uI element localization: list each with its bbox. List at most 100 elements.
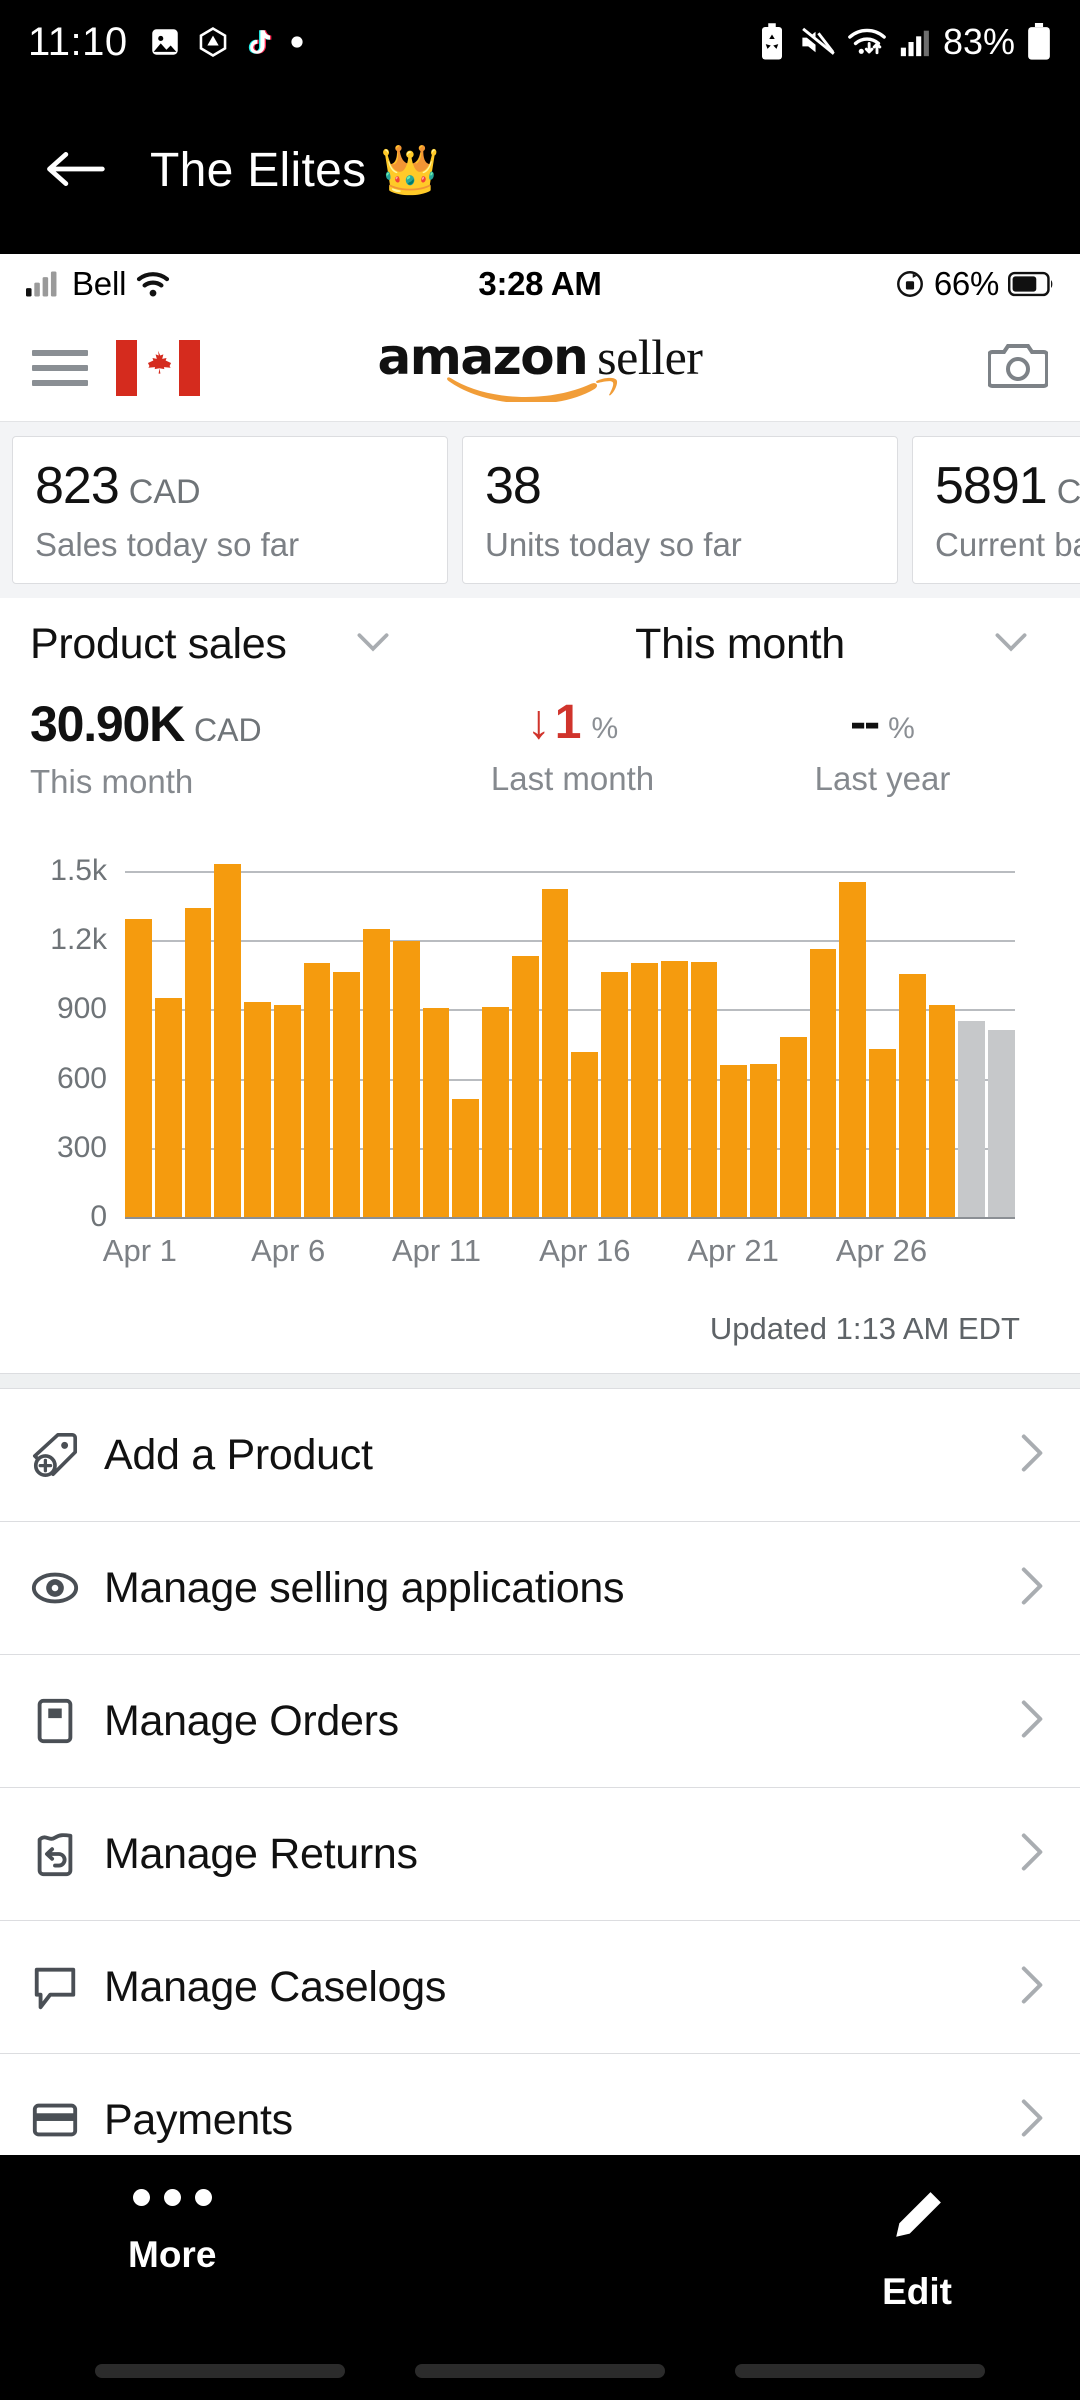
signal-icon [26, 271, 62, 297]
more-button[interactable]: More [128, 2189, 216, 2276]
chart-gridline: 1.2k [50, 923, 1015, 956]
chart-bar[interactable] [482, 1007, 509, 1217]
ios-battery-percent: 66% [933, 265, 999, 302]
summary-card[interactable]: 5891 CAD Current balance [912, 436, 1080, 584]
period-selector-label: This month [635, 620, 845, 668]
chart-bar[interactable] [958, 1020, 986, 1217]
summary-card[interactable]: 38 Units today so far [462, 436, 898, 584]
chart-bar[interactable] [214, 863, 242, 1217]
list-item[interactable]: Manage selling applications [0, 1522, 1080, 1655]
chevron-right-icon [1016, 1830, 1050, 1879]
chart-bar[interactable] [452, 1099, 480, 1217]
chart-y-tick-label: 0 [90, 1200, 107, 1233]
stat-last-year: -- % Last year [715, 695, 1050, 801]
android-status-bar: 11:10 [0, 0, 1080, 84]
chart-bar[interactable] [779, 1037, 807, 1217]
status-left-group: 11:10 [28, 20, 304, 65]
stat-last-month-label: Last month [490, 760, 655, 797]
summary-cards-carousel[interactable]: 823 CAD Sales today so far 38 Units toda… [0, 422, 1080, 598]
gesture-pill[interactable] [415, 2364, 665, 2378]
chart-bar[interactable] [154, 997, 182, 1217]
tag-plus-icon [30, 1430, 104, 1480]
chart-bar[interactable] [750, 1063, 777, 1217]
sales-bar-chart[interactable]: 0 300 600 900 1.2k 1.5k Apr 1 Apr 6 Apr 11 Apr 1… [30, 841, 1050, 1311]
chart-bar[interactable] [333, 972, 361, 1217]
gesture-pill[interactable] [735, 2364, 985, 2378]
list-item[interactable]: Manage Returns [0, 1788, 1080, 1921]
chart-x-axis [125, 1217, 1015, 1219]
section-divider [0, 1373, 1080, 1389]
list-item-label: Manage Caselogs [104, 1962, 447, 2011]
list-item-label: Payments [104, 2095, 293, 2144]
chart-x-tick-label: Apr 16 [539, 1233, 631, 1268]
gesture-nav-bar[interactable] [0, 2364, 1080, 2378]
chart-bar[interactable] [511, 956, 539, 1217]
list-item-label: Add a Product [104, 1430, 373, 1479]
chart-bar[interactable] [125, 919, 152, 1217]
chart-bar[interactable] [898, 973, 926, 1217]
chevron-down-icon [356, 630, 390, 659]
list-item[interactable]: Manage Caselogs [0, 1921, 1080, 2054]
chart-bar[interactable] [809, 949, 837, 1217]
chevron-right-icon [1016, 1697, 1050, 1746]
chart-bar[interactable] [363, 928, 390, 1217]
chart-plot-area: 0 300 600 900 1.2k 1.5k [50, 854, 1015, 1233]
list-item[interactable]: Add a Product [0, 1389, 1080, 1522]
stat-last-month: ↓ 1 % Last month [430, 695, 715, 801]
chart-bar[interactable] [660, 960, 688, 1217]
chart-bar[interactable] [422, 1008, 450, 1217]
stat-primary-value: 30.90K [30, 696, 185, 752]
maple-leaf-glyph [140, 347, 176, 388]
chart-y-tick-label: 900 [56, 992, 107, 1026]
chart-bar[interactable] [690, 962, 718, 1217]
chart-bar[interactable] [571, 1052, 599, 1217]
chart-bar[interactable] [392, 941, 420, 1217]
stat-primary-label: This month [30, 763, 194, 800]
chart-bar[interactable] [631, 963, 658, 1217]
box-icon [30, 1696, 104, 1746]
chart-bar[interactable] [601, 972, 629, 1217]
chart-bar[interactable] [720, 1064, 748, 1217]
stat-last-year-value: -- [850, 696, 880, 749]
battery-icon [1026, 23, 1052, 61]
period-selector[interactable]: This month [430, 620, 1050, 669]
chevron-right-icon [1016, 1431, 1050, 1480]
stat-last-month-value: 1 [554, 696, 582, 749]
chart-bar[interactable] [184, 907, 212, 1217]
ios-status-left: Bell [26, 265, 170, 303]
chart-y-tick-label: 600 [56, 1061, 107, 1095]
chart-bar[interactable] [869, 1048, 896, 1217]
brand-seller-text: seller [597, 329, 703, 385]
stat-last-year-sign: % [888, 712, 915, 745]
chart-bar[interactable] [928, 1004, 956, 1217]
metric-selector[interactable]: Product sales [30, 620, 430, 669]
eye-icon [30, 1563, 104, 1613]
summary-card[interactable]: 823 CAD Sales today so far [12, 436, 448, 584]
chart-bar[interactable] [273, 1004, 301, 1217]
chart-bar[interactable] [541, 889, 569, 1217]
canada-flag-icon[interactable] [116, 339, 200, 396]
chart-x-tick-label: Apr 26 [835, 1233, 928, 1268]
back-button[interactable] [0, 147, 150, 191]
hamburger-menu-icon[interactable] [32, 349, 88, 386]
chart-bar[interactable] [303, 963, 331, 1217]
camera-icon[interactable] [987, 338, 1049, 397]
android-bottom-bar: More Edit [0, 2155, 1080, 2400]
ios-status-bar: Bell 3:28 AM 66% [0, 254, 1080, 314]
chart-gridline: 600 [57, 1062, 1015, 1095]
chart-bar[interactable] [244, 1002, 271, 1217]
selector-row: Product sales This month [30, 620, 1050, 669]
photos-icon [148, 25, 182, 59]
list-item[interactable]: Manage Orders [0, 1655, 1080, 1788]
stat-primary-currency: CAD [194, 712, 262, 748]
more-label: More [128, 2234, 217, 2275]
chart-bar[interactable] [988, 1030, 1015, 1217]
gesture-pill[interactable] [95, 2364, 345, 2378]
chart-bar[interactable] [839, 882, 867, 1217]
embedded-ios-screenshot: Bell 3:28 AM 66% [0, 254, 1080, 2400]
list-item-label: Manage selling applications [104, 1563, 625, 1612]
return-box-icon [30, 1829, 104, 1879]
card-label: Units today so far [485, 526, 742, 563]
stats-row: 30.90K CAD This month ↓ 1 % Last month - [30, 695, 1050, 801]
edit-button[interactable]: Edit [882, 2189, 952, 2313]
